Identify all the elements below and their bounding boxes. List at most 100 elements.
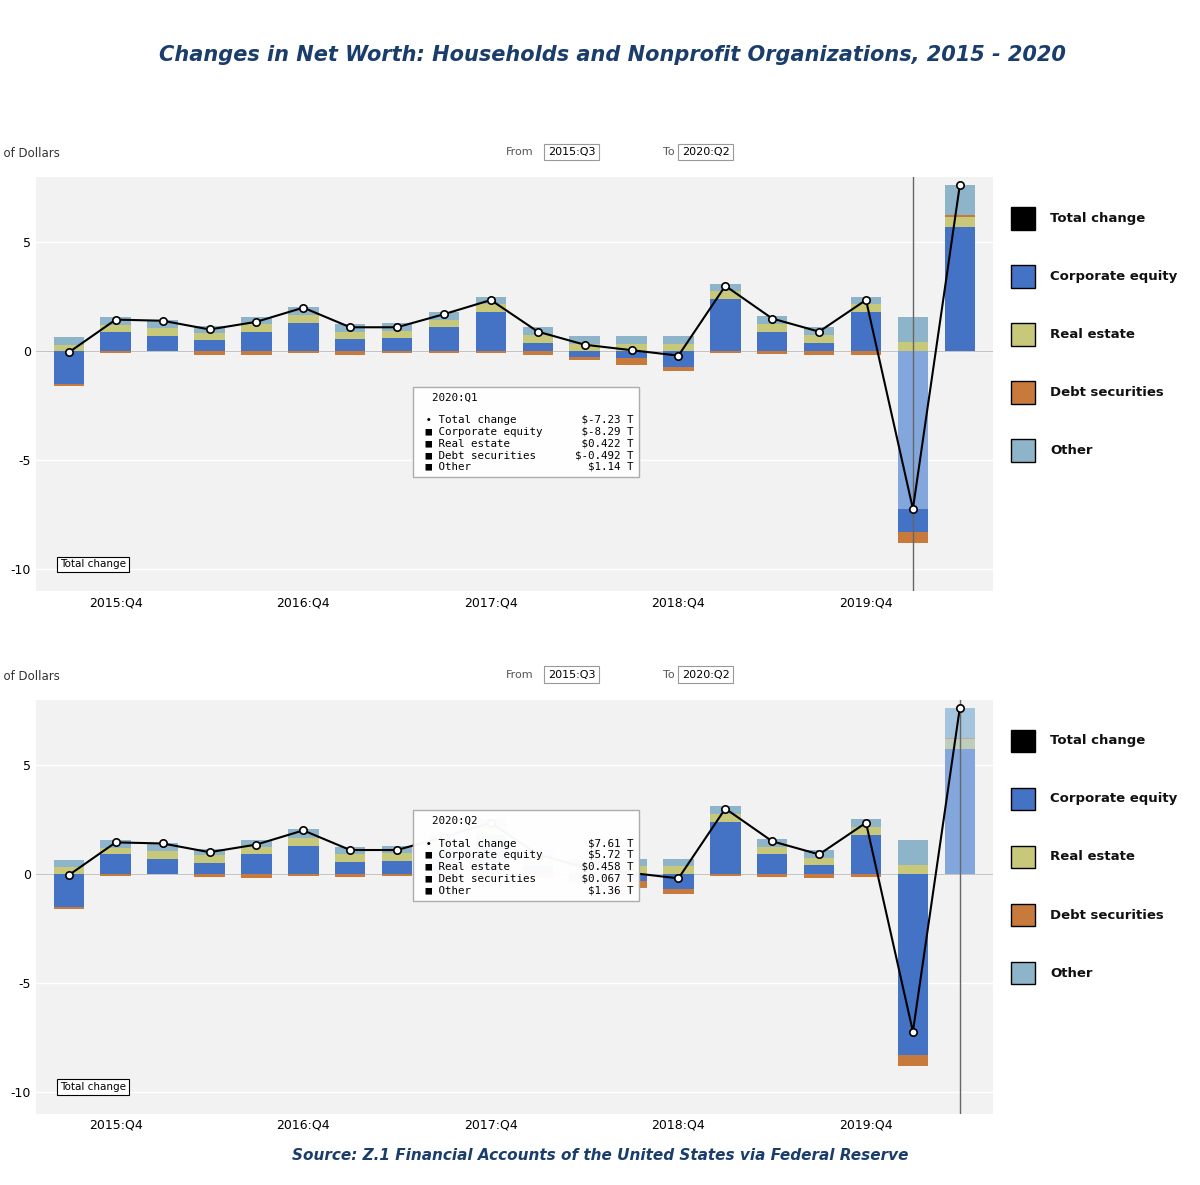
Bar bbox=[101, 351, 131, 353]
Bar bbox=[54, 867, 84, 875]
Point bbox=[575, 858, 594, 877]
Point bbox=[154, 312, 173, 331]
Bar bbox=[382, 322, 413, 331]
Bar bbox=[241, 854, 271, 875]
Text: 2015:Q3: 2015:Q3 bbox=[547, 147, 595, 156]
Text: Debt securities: Debt securities bbox=[1050, 386, 1164, 399]
FancyBboxPatch shape bbox=[1012, 730, 1036, 752]
FancyBboxPatch shape bbox=[1012, 207, 1036, 230]
Bar bbox=[288, 838, 318, 846]
Bar bbox=[288, 875, 318, 876]
Point bbox=[528, 322, 547, 341]
Bar bbox=[522, 351, 553, 356]
Bar bbox=[617, 875, 647, 880]
Bar bbox=[664, 351, 694, 366]
Bar bbox=[288, 830, 318, 838]
Bar bbox=[148, 859, 178, 875]
Text: Source: Z.1 Financial Accounts of the United States via Federal Reserve: Source: Z.1 Financial Accounts of the Un… bbox=[292, 1148, 908, 1162]
Bar bbox=[617, 866, 647, 875]
Bar bbox=[382, 846, 413, 853]
Bar bbox=[804, 342, 834, 351]
Bar bbox=[475, 351, 506, 353]
Point bbox=[434, 305, 454, 324]
Point bbox=[528, 845, 547, 864]
Text: 2020:Q2: 2020:Q2 bbox=[682, 670, 730, 680]
Bar bbox=[710, 292, 740, 299]
Bar bbox=[148, 320, 178, 328]
Bar bbox=[475, 312, 506, 351]
Bar bbox=[851, 351, 881, 354]
Text: 2015:Q3: 2015:Q3 bbox=[547, 670, 595, 680]
Bar bbox=[944, 739, 976, 749]
Text: Real estate: Real estate bbox=[1050, 328, 1135, 341]
Point bbox=[810, 845, 829, 864]
Bar bbox=[570, 351, 600, 357]
Point bbox=[247, 835, 266, 854]
Bar bbox=[522, 865, 553, 875]
Bar bbox=[475, 875, 506, 876]
Point bbox=[904, 499, 923, 518]
Bar bbox=[710, 299, 740, 351]
Point bbox=[668, 869, 688, 888]
Bar bbox=[664, 889, 694, 893]
Point bbox=[715, 799, 734, 818]
Bar bbox=[804, 335, 834, 342]
Text: Total change: Total change bbox=[60, 559, 126, 569]
Bar bbox=[54, 345, 84, 351]
Bar bbox=[101, 875, 131, 876]
Bar bbox=[898, 865, 928, 875]
Bar bbox=[757, 351, 787, 354]
Bar bbox=[898, 318, 928, 342]
Bar bbox=[851, 296, 881, 305]
Bar bbox=[428, 850, 460, 875]
Bar bbox=[335, 324, 366, 332]
Bar bbox=[475, 305, 506, 312]
Bar bbox=[664, 366, 694, 371]
Point bbox=[857, 813, 876, 832]
Bar bbox=[194, 863, 224, 875]
Bar bbox=[522, 875, 553, 878]
FancyBboxPatch shape bbox=[1012, 846, 1036, 869]
Bar bbox=[944, 185, 976, 214]
Point bbox=[950, 699, 970, 718]
Point bbox=[341, 840, 360, 859]
Bar bbox=[54, 907, 84, 909]
Bar bbox=[944, 738, 976, 739]
Point bbox=[857, 290, 876, 309]
Bar bbox=[664, 344, 694, 351]
Bar bbox=[522, 342, 553, 351]
Bar bbox=[194, 848, 224, 856]
Bar bbox=[288, 315, 318, 322]
Text: Trillions of Dollars: Trillions of Dollars bbox=[0, 670, 60, 683]
Point bbox=[763, 832, 782, 851]
Bar bbox=[851, 820, 881, 827]
Bar bbox=[335, 875, 366, 877]
Bar bbox=[241, 351, 271, 356]
Bar bbox=[241, 840, 271, 847]
Bar bbox=[851, 834, 881, 875]
Bar bbox=[757, 847, 787, 854]
Bar bbox=[241, 318, 271, 324]
Bar bbox=[710, 351, 740, 353]
Bar bbox=[428, 834, 460, 843]
Bar bbox=[194, 856, 224, 863]
Point bbox=[200, 320, 220, 339]
Text: Total change: Total change bbox=[1050, 735, 1145, 748]
Point bbox=[388, 840, 407, 859]
Point bbox=[341, 318, 360, 337]
Bar bbox=[428, 875, 460, 876]
Bar bbox=[710, 814, 740, 821]
Point bbox=[481, 290, 500, 309]
Text: Changes in Net Worth: Households and Nonprofit Organizations, 2015 - 2020: Changes in Net Worth: Households and Non… bbox=[158, 45, 1066, 65]
Text: To: To bbox=[662, 147, 674, 156]
Bar bbox=[851, 312, 881, 351]
Bar bbox=[757, 875, 787, 877]
Bar bbox=[475, 820, 506, 827]
Bar bbox=[54, 384, 84, 386]
Point bbox=[59, 342, 78, 361]
Bar bbox=[617, 880, 647, 889]
Bar bbox=[664, 875, 694, 889]
Bar bbox=[664, 866, 694, 875]
Bar bbox=[101, 318, 131, 325]
Bar bbox=[54, 860, 84, 867]
